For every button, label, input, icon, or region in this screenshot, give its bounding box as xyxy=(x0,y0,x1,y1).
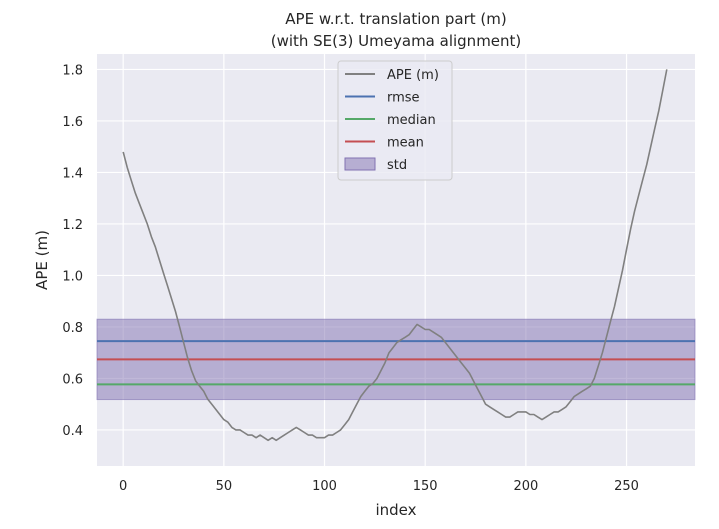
legend-label: std xyxy=(387,158,407,173)
x-tick-label: 0 xyxy=(119,479,127,494)
x-axis-label: index xyxy=(375,501,416,519)
y-axis-label: APE (m) xyxy=(33,230,51,290)
legend: APE (m) rmse median mean std xyxy=(337,60,453,181)
chart-title: APE w.r.t. translation part (m) xyxy=(285,10,506,28)
y-tick-label: 1.8 xyxy=(62,63,83,78)
y-tick-label: 1.6 xyxy=(62,115,83,130)
ape-series-line xyxy=(122,69,668,442)
y-tick-label: 0.6 xyxy=(62,372,83,387)
y-tick-labels: 0.4 0.6 0.8 1.0 1.2 1.4 1.6 1.8 xyxy=(62,63,83,439)
legend-swatch-std xyxy=(344,157,376,171)
legend-box xyxy=(337,60,453,181)
ape-layer xyxy=(122,69,668,442)
stat-lines xyxy=(97,340,695,386)
legend-label: rmse xyxy=(387,91,420,106)
chart-subtitle: (with SE(3) Umeyama alignment) xyxy=(271,32,522,50)
x-tick-label: 50 xyxy=(216,479,233,494)
y-tick-label: 1.4 xyxy=(62,166,83,181)
y-tick-label: 0.8 xyxy=(62,321,83,336)
legend-label: APE (m) xyxy=(387,68,439,83)
y-tick-label: 1.2 xyxy=(62,218,83,233)
y-tick-label: 1.0 xyxy=(62,269,83,284)
x-tick-label: 100 xyxy=(312,479,337,494)
x-tick-label: 200 xyxy=(513,479,538,494)
legend-label: mean xyxy=(387,136,424,151)
x-tick-labels: 0 50 100 150 200 250 xyxy=(119,479,639,494)
legend-label: median xyxy=(387,113,436,128)
y-tick-label: 0.4 xyxy=(62,424,83,439)
x-tick-label: 250 xyxy=(614,479,639,494)
x-tick-label: 150 xyxy=(413,479,438,494)
